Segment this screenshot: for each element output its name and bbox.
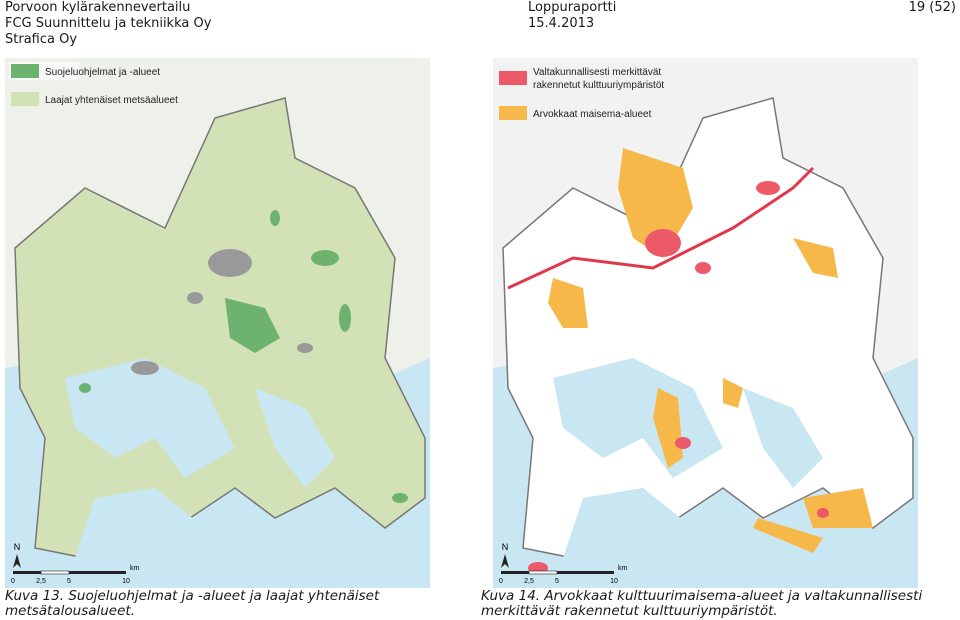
caption: Kuva 14. Arvokkaat kulttuurimaisema-alue… <box>481 589 922 619</box>
landscape-areas <box>548 148 873 553</box>
scale-unit: km <box>618 565 628 572</box>
inlets <box>65 358 335 588</box>
legend-label: Laajat yhtenäiset metsäalueet <box>45 95 178 106</box>
header-text: 15.4.2013 <box>528 16 595 31</box>
scale-segment <box>501 571 529 574</box>
built-areas <box>131 249 313 375</box>
legend: Valtakunnallisesti merkittävät rakennetut… <box>499 67 664 120</box>
legend-swatch <box>499 106 527 120</box>
scale-unit: km <box>130 565 140 572</box>
legend-swatch <box>11 64 39 78</box>
header-text: FCG Suunnittelu ja tekniikka Oy <box>5 16 212 31</box>
legend-swatch <box>11 92 39 106</box>
scale-segment <box>40 570 70 575</box>
legend-label: Valtakunnallisesti merkittävät <box>533 67 661 78</box>
caption: Kuva 13. Suojeluohjelmat ja -alueet ja l… <box>5 589 379 619</box>
scale-segment <box>557 571 614 574</box>
caption-line: Kuva 14. Arvokkaat kulttuurimaisema-alue… <box>481 588 923 604</box>
header-text: Loppuraportti <box>528 0 617 15</box>
north-label: N <box>502 542 509 552</box>
north-arrow <box>13 554 21 568</box>
scale-segment <box>69 571 126 574</box>
map-forest: Suojeluohjelmat ja -alueet Laajat yhtenäi… <box>5 58 430 588</box>
legend-label: Suojeluohjelmat ja -alueet <box>45 67 160 78</box>
scale-label: 10 <box>610 578 618 585</box>
header-center: Loppuraportti 15.4.2013 <box>528 0 616 32</box>
header-left: Porvoon kylärakennevertailu FCG Suunnitt… <box>5 0 211 48</box>
caption-line: Kuva 13. Suojeluohjelmat ja -alueet ja l… <box>5 588 380 604</box>
scale-label: 0 <box>499 578 503 585</box>
scale-segment <box>528 570 558 575</box>
protected-areas <box>79 210 408 503</box>
scale-label: 2,5 <box>36 578 46 585</box>
scale-segment <box>13 571 41 574</box>
road <box>507 166 815 290</box>
legend-label: rakennetut kulttuuriympäristöt <box>533 80 664 91</box>
page-number: 19 (52) <box>908 0 956 15</box>
header-text: Strafica Oy <box>5 32 78 47</box>
north-label: N <box>14 542 21 552</box>
header-text: Porvoon kylärakennevertailu <box>5 0 191 15</box>
scale-label: 0 <box>11 578 15 585</box>
legend: Suojeluohjelmat ja -alueet Laajat yhtenäi… <box>11 64 178 106</box>
scale-label: 2,5 <box>524 578 534 585</box>
caption-line: merkittävät rakennetut kulttuuriympärist… <box>481 603 778 619</box>
legend-swatch <box>499 71 527 85</box>
north-arrow <box>501 554 509 568</box>
legend-label: Arvokkaat maisema-alueet <box>533 109 652 120</box>
scale-label: 10 <box>122 578 130 585</box>
caption-line: metsätalousalueet. <box>5 603 135 619</box>
scale-label: 5 <box>555 578 559 585</box>
scale-label: 5 <box>67 578 71 585</box>
map-landscape: Valtakunnallisesti merkittävät rakennetut… <box>493 58 918 588</box>
